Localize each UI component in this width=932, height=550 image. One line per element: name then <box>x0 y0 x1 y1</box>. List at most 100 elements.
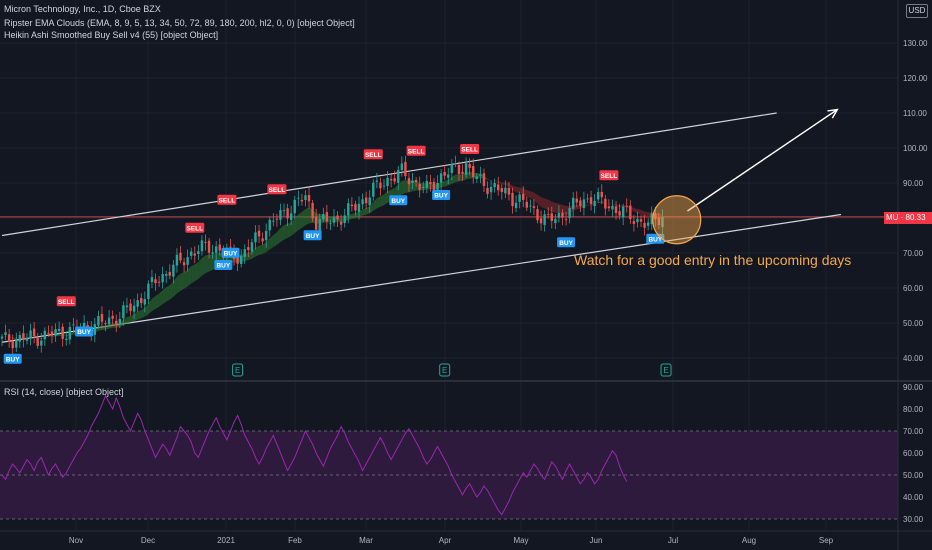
ema-cloud-segment <box>448 177 452 186</box>
candle-body <box>572 197 575 209</box>
candle-body <box>175 254 179 266</box>
candle-body <box>386 177 389 187</box>
ema-cloud-segment <box>498 181 502 185</box>
rsi-tick-label: 30.00 <box>903 515 924 524</box>
candle-body <box>554 219 557 224</box>
ema-cloud-segment <box>455 174 459 183</box>
candle-body <box>43 330 47 340</box>
ema-cloud-segment <box>612 203 617 206</box>
entry-zone-circle <box>652 195 702 245</box>
buy-signal-label: BUY <box>77 329 91 336</box>
candle-body <box>464 163 468 175</box>
ema-cloud-segment <box>537 194 542 208</box>
buy-signal-label: BUY <box>648 236 662 243</box>
ema-cloud-segment <box>551 201 556 213</box>
rsi-tick-label: 50.00 <box>903 471 924 480</box>
candle-body <box>414 179 418 183</box>
projection-arrow-head <box>827 108 839 119</box>
ema-cloud-segment <box>616 204 620 208</box>
candle-body <box>11 340 14 349</box>
candle-body <box>350 204 354 207</box>
ema-cloud-segment <box>362 208 367 216</box>
candle-body <box>418 184 421 190</box>
earnings-icon-label: E <box>442 366 447 375</box>
ema-cloud-segment <box>605 202 609 204</box>
ema-cloud-segment <box>159 290 163 307</box>
candle-body <box>254 232 257 243</box>
candle-body <box>514 202 518 209</box>
candle-body <box>0 336 4 339</box>
candle-body <box>614 206 618 214</box>
channel-upper-line <box>1 112 777 237</box>
ema-cloud-segment <box>41 337 45 339</box>
candle-body <box>36 337 39 346</box>
candle-body <box>343 215 346 223</box>
ema-cloud-segment <box>637 208 642 215</box>
candle-body <box>200 240 204 252</box>
ema-cloud-segment <box>369 202 374 214</box>
candle-body <box>143 299 146 305</box>
sell-signal-label: SELL <box>365 152 382 159</box>
candle-body <box>439 173 443 183</box>
candle-body <box>122 305 125 319</box>
candle-body <box>182 262 186 266</box>
candle-body <box>136 300 139 307</box>
candle-body <box>582 199 586 208</box>
candle-body <box>607 206 611 209</box>
candle-body <box>279 210 282 220</box>
ema-cloud-segment <box>2 335 6 337</box>
candle-body <box>186 257 189 265</box>
candle-body <box>275 218 279 220</box>
candle-body <box>650 213 653 224</box>
candle-body <box>93 324 97 335</box>
candle-body <box>104 323 107 325</box>
ema-cloud-segment <box>48 336 52 338</box>
candle-body <box>504 187 507 194</box>
ema-cloud-segment <box>508 183 513 191</box>
candle-body <box>325 212 329 222</box>
candle-body <box>257 230 261 237</box>
candle-body <box>511 192 514 207</box>
rsi-tick-label: 60.00 <box>903 449 924 458</box>
candle-body <box>293 199 296 214</box>
currency-button[interactable]: USD <box>906 4 928 18</box>
candle-body <box>518 194 521 202</box>
time-tick-label: Jul <box>668 536 678 545</box>
candle-body <box>347 203 350 216</box>
price-tick-label: 70.00 <box>903 249 924 258</box>
buy-signal-badge <box>75 326 94 337</box>
sell-signal-label: SELL <box>269 187 286 194</box>
candle-body <box>215 246 218 253</box>
candle-body <box>172 264 175 277</box>
candle-body <box>654 213 657 220</box>
ema-cloud-segment <box>148 298 152 315</box>
candle-body <box>450 164 454 173</box>
candle-body <box>639 219 643 222</box>
buy-signal-badge <box>214 260 233 270</box>
sell-signal-badge <box>267 184 287 195</box>
signal-labels: BUY SELL BUY SELL BUY BUY SELL SELL BUY SELL BUY SE… <box>3 144 665 364</box>
candle-body <box>229 246 232 248</box>
buy-signal-badge <box>389 195 408 206</box>
sell-signal-badge <box>363 149 383 160</box>
candle-body <box>550 213 553 222</box>
candle-body <box>204 241 207 243</box>
candle-body <box>636 218 639 223</box>
candle-body <box>32 328 36 337</box>
buy-signal-badge <box>303 230 322 241</box>
candle-body <box>457 164 461 174</box>
candle-body <box>543 214 546 225</box>
candle-body <box>197 251 200 254</box>
ema-cloud-segment <box>173 276 177 297</box>
candle-body <box>379 182 382 189</box>
ema-cloud-segment <box>126 316 131 324</box>
projection-arrow-line <box>687 108 838 212</box>
buy-signal-badge <box>557 237 576 248</box>
ema-cloud-segment <box>305 207 310 226</box>
candle-body <box>50 331 54 336</box>
candle-body <box>404 161 407 177</box>
candle-body <box>354 203 357 211</box>
buy-signal-label: BUY <box>434 193 448 200</box>
candle-body <box>593 200 596 207</box>
candle-body <box>579 200 582 207</box>
